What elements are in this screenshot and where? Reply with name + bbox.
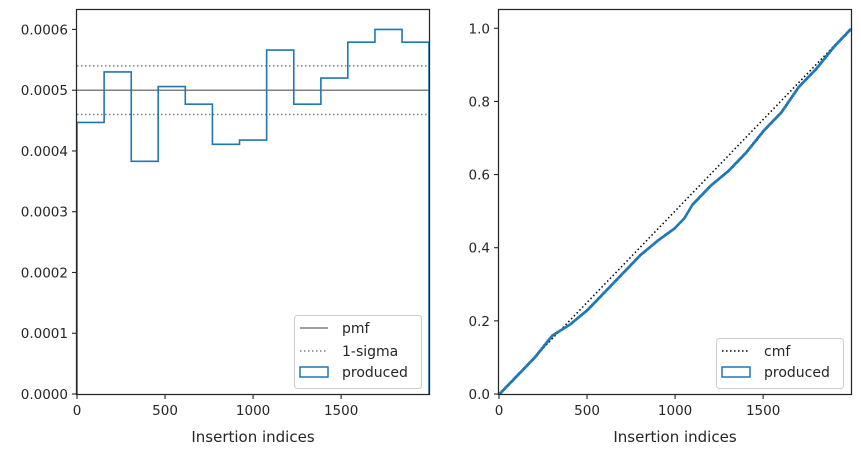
pmf-ticks: 0 500 1000 1500 0.0000 0.0001 0.0002 0.0003 0.00… (21, 22, 359, 419)
cmf-x-tick-label: 500 (574, 403, 600, 419)
produced-cumulative-step (499, 28, 853, 396)
cmf-ticks: 0 500 1000 1500 0.0 0.2 0.4 0.6 0.8 1.0 (469, 21, 781, 419)
pmf-plot-area (76, 28, 430, 394)
cmf-y-tick-label: 0.0 (469, 387, 490, 403)
cmf-legend-box (716, 338, 844, 389)
pmf-y-tick-label: 0.0006 (21, 22, 68, 38)
pmf-x-tick-label: 0 (73, 403, 82, 419)
cmf-y-tick-label: 0.4 (469, 241, 490, 257)
legend-label-produced: produced (764, 365, 830, 381)
pmf-legend: pmf 1-sigma produced (294, 315, 422, 389)
produced-histogram-step (76, 28, 430, 394)
pmf-y-tick-label: 0.0002 (21, 265, 68, 281)
cmf-y-tick-label: 1.0 (469, 21, 490, 37)
cmf-x-axis-label: Insertion indices (613, 428, 736, 446)
pmf-x-tick-label: 1500 (324, 403, 358, 419)
pmf-y-tick-label: 0.0005 (21, 83, 68, 99)
pmf-x-axis-label: Insertion indices (191, 428, 314, 446)
cmf-x-tick-label: 0 (495, 403, 504, 419)
cmf-legend: cmf produced (716, 338, 844, 389)
pmf-panel: 0 500 1000 1500 0.0000 0.0001 0.0002 0.0003 0.00… (21, 8, 431, 446)
legend-label-1-sigma: 1-sigma (342, 344, 398, 360)
pmf-y-tick-label: 0.0001 (21, 326, 68, 342)
legend-label-pmf: pmf (342, 321, 371, 337)
legend-label-cmf: cmf (764, 344, 791, 360)
pmf-y-tick-label: 0.0003 (21, 205, 68, 221)
legend-label-produced: produced (342, 365, 408, 381)
cmf-x-tick-label: 1500 (746, 403, 780, 419)
cmf-y-tick-label: 0.2 (469, 314, 490, 330)
pmf-x-tick-label: 500 (152, 403, 178, 419)
cmf-panel: 0 500 1000 1500 0.0 0.2 0.4 0.6 0.8 1.0 Insertion… (469, 8, 853, 446)
legend-swatch-produced (299, 366, 329, 378)
pmf-y-tick-label: 0.0004 (21, 144, 68, 160)
legend-swatch-produced (721, 366, 751, 378)
pmf-legend-box (294, 315, 422, 389)
cmf-y-tick-label: 0.8 (469, 94, 490, 110)
pmf-y-tick-label: 0.0000 (21, 387, 68, 403)
cmf-plot-area (498, 27, 853, 396)
cmf-y-tick-label: 0.6 (469, 168, 490, 184)
cmf-x-tick-label: 1000 (658, 403, 692, 419)
pmf-x-tick-label: 1000 (236, 403, 270, 419)
